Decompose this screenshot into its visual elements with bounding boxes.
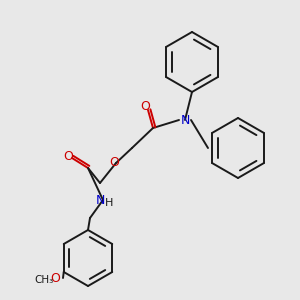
Text: CH₃: CH₃ — [34, 275, 54, 285]
Text: N: N — [180, 113, 190, 127]
Text: O: O — [140, 100, 150, 112]
Text: O: O — [109, 157, 119, 169]
Text: H: H — [105, 198, 113, 208]
Text: O: O — [50, 272, 60, 284]
Text: N: N — [95, 194, 105, 206]
Text: O: O — [63, 149, 73, 163]
